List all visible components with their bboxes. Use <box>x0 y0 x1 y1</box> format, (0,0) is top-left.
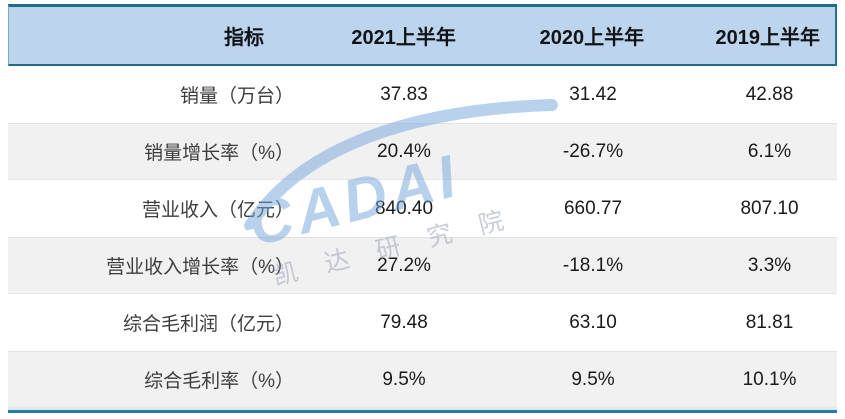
header-cell-2020h1: 2020上半年 <box>539 27 645 49</box>
value-cell-2021h1: 20.4% <box>377 140 431 162</box>
value-cell-2019h1: 42.88 <box>745 83 794 105</box>
value-cell-2021h1: 840.40 <box>374 197 434 219</box>
value-cell-2021h1: 37.83 <box>380 83 428 105</box>
value-cell-2019h1: 6.1% <box>747 140 792 162</box>
header-cell-2021h1: 2021上半年 <box>351 27 456 49</box>
value-cell-2021h1: 79.48 <box>380 311 428 333</box>
value-cell-2019h1: 10.1% <box>742 368 797 390</box>
header-cell-indicator: 指标 <box>224 27 264 49</box>
table-row: 综合毛利润（亿元） 79.48 63.10 81.81 <box>8 294 837 351</box>
table-header-row: 指标 2021上半年 2020上半年 2019上半年 <box>8 4 837 66</box>
row-label-cell: 销量增长率（%） <box>144 143 294 164</box>
table-row: 营业收入增长率（%） 27.2% -18.1% 3.3% <box>8 237 837 294</box>
bottom-accent-bar <box>8 408 837 413</box>
value-cell-2020h1: 660.77 <box>563 197 623 219</box>
table-body: 销量（万台） 37.83 31.42 42.88 销量增长率（%） 20.4% … <box>8 66 837 408</box>
value-cell-2020h1: 31.42 <box>569 83 617 105</box>
value-cell-2020h1: 63.10 <box>569 311 617 333</box>
header-cell-2019h1: 2019上半年 <box>715 27 821 49</box>
row-label-cell: 营业收入（亿元） <box>141 200 294 221</box>
table-row: 销量（万台） 37.83 31.42 42.88 <box>8 66 837 123</box>
row-label-cell: 营业收入增长率（%） <box>106 257 294 278</box>
value-cell-2020h1: 9.5% <box>571 368 615 390</box>
table-row: 综合毛利率（%） 9.5% 9.5% 10.1% <box>8 351 837 408</box>
value-cell-2019h1: 3.3% <box>747 254 792 276</box>
table-row: 销量增长率（%） 20.4% -26.7% 6.1% <box>8 123 837 180</box>
value-cell-2020h1: -18.1% <box>562 254 624 276</box>
value-cell-2019h1: 807.10 <box>740 197 799 219</box>
indicator-table: 指标 2021上半年 2020上半年 2019上半年 销量（万台） 37.83 … <box>8 4 837 413</box>
value-cell-2019h1: 81.81 <box>745 311 794 333</box>
value-cell-2021h1: 9.5% <box>382 368 426 390</box>
value-cell-2020h1: -26.7% <box>562 140 624 162</box>
row-label-cell: 销量（万台） <box>179 86 294 107</box>
value-cell-2021h1: 27.2% <box>377 254 431 276</box>
table-row: 营业收入（亿元） 840.40 660.77 807.10 <box>8 180 837 237</box>
row-label-cell: 综合毛利润（亿元） <box>122 314 294 335</box>
row-label-cell: 综合毛利率（%） <box>144 371 294 392</box>
